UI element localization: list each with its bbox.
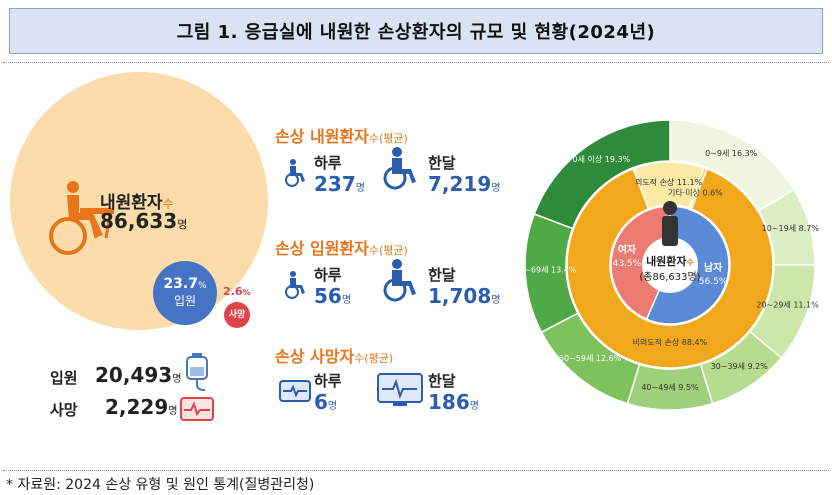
admit-row-unit: 명 [172,374,182,385]
center-disc [642,237,698,293]
admit-pct-unit: % [197,281,207,291]
age-slice-7 [533,119,671,230]
sex-value-0: 56.5% [699,277,728,287]
sex-label-0: 남자 [704,261,723,274]
section-death-month-label: 한달 [428,372,456,390]
age-label-7: 70세 이상 19.3% [567,154,630,164]
section-visit-suffix: 수(평균) [368,132,408,145]
admit-pct: 23.7 [163,276,198,292]
person-silhouette-icon [662,201,678,246]
heart-monitor-icon [279,380,311,402]
age-label-6: 60~69세 13.4% [520,266,577,275]
title-bar: 그림 1. 응급실에 내원한 손상환자의 규모 및 현황(2024년) [9,8,823,54]
section-death-month-value: 186 [428,390,470,414]
total-unit: 명 [177,218,188,231]
intent-ring [566,161,774,369]
section-visit-month-label: 한달 [428,154,456,172]
intent-slice-1 [566,167,774,369]
admit-row-value-group: 20,493명 [95,363,181,387]
section-admit-title: 손상 입원환자 [275,239,369,258]
section-admit-suffix: 수(평균) [368,244,408,257]
page-title: 그림 1. 응급실에 내원한 손상환자의 규모 및 현황(2024년) [176,22,656,43]
sex-label-1: 여자 [618,243,637,256]
section-visit-day-group: 237명 [314,172,365,196]
age-ring [524,119,816,411]
section-death-month-group: 186명 [428,390,479,414]
section-death-day-label: 하루 [314,372,342,390]
section-death-day-value: 6 [314,390,328,414]
age-label-0: 0~9세 16.3% [705,149,758,158]
section-death-title-group: 손상 사망자수(평균) [275,343,393,367]
death-row-value: 2,229 [105,395,169,419]
intent-slice-2 [632,161,705,210]
intent-label-1: 비의도적 손상 88.4% [633,337,708,347]
age-label-3: 30~39세 9.2% [711,362,769,371]
heart-monitor-icon [180,397,214,421]
iv-bag-icon [186,353,208,391]
wheelchair-person-icon [49,181,114,255]
center-label: 내원환자수 [646,254,694,268]
total-suffix: 수 [162,197,174,211]
wheelchair-small-icon [285,159,305,187]
death-circle: 사망 [224,302,250,328]
section-visit-month-unit: 명 [491,183,501,194]
total-circle [10,72,268,330]
section-admit-month-unit: 명 [491,295,501,306]
total-label-group: 내원환자수 [100,188,174,213]
section-visit-day-label: 하루 [314,154,342,172]
center-value: (총86,633명) [639,271,700,283]
death-pct-group: 2.6% [223,285,251,298]
ring-labels: 0~9세 16.3% 10~19세 8.7% 20~29세 11.1% 30~39세 … [520,149,819,392]
section-admit-month-group: 1,708명 [428,284,500,308]
section-death-day-unit: 명 [327,401,338,412]
section-death-month-unit: 명 [469,401,479,412]
intent-label-2: 의도적 손상 11.1% [635,177,703,187]
total-value: 86,633 [100,209,178,233]
source-note: * 자료원: 2024 손상 유형 및 원인 통계(질병관리청) [6,477,315,493]
injury-sunburst-chart: 0~9세 16.3% 10~19세 8.7% 20~29세 11.1% 30~39세 … [520,119,819,411]
death-pct-unit: % [242,288,251,297]
figure-panel [3,62,829,471]
section-admit-day-label: 하루 [314,266,342,284]
admit-row-value: 20,493 [95,363,173,387]
section-admit-day-value: 56 [314,284,342,308]
section-admit-title-group: 손상 입원환자수(평균) [275,235,408,259]
admit-circle: 23.7% 입원 [153,261,217,325]
death-row-unit: 명 [168,406,178,417]
section-death-day-group: 6명 [314,390,337,414]
wheelchair-person-large-icon [383,147,416,190]
death-row-label: 사망 [50,401,78,419]
age-label-2: 20~29세 11.1% [756,300,819,309]
heart-monitor-large-icon [377,373,423,406]
section-visit-title-group: 손상 내원환자수(평균) [275,123,408,147]
wheelchair-small-icon [285,271,305,299]
death-pct: 2.6 [223,285,243,298]
sex-slice-1 [610,205,671,321]
section-visit-month-value: 7,219 [428,172,492,196]
wheelchair-person-large-icon [383,259,416,302]
section-death-title: 손상 사망자 [275,347,355,366]
admit-circle-label: 입원 [173,294,197,308]
section-visit-day-unit: 명 [355,183,365,194]
age-label-5: 50~59세 12.6% [559,354,622,363]
total-label: 내원환자 [100,193,163,213]
total-value-group: 86,633명 [100,209,187,233]
age-label-1: 10~19세 8.7% [762,224,820,233]
age-label-4: 40~49세 9.5% [641,383,699,392]
section-admit-day-group: 56명 [314,284,351,308]
section-admit-month-value: 1,708 [428,284,492,308]
section-admit-day-unit: 명 [341,295,352,306]
section-visit-month-group: 7,219명 [428,172,500,196]
section-visit-title: 손상 내원환자 [275,127,369,146]
section-death-suffix: 수(평균) [354,352,394,365]
section-visit-day-value: 237 [314,172,356,196]
intent-label-0: 기타·미상 0.6% [668,187,723,197]
section-admit-month-label: 한달 [428,266,456,284]
death-row-value-group: 2,229명 [105,395,177,419]
sex-value-1: 43.5% [613,259,642,269]
admit-row-label: 입원 [50,369,78,387]
